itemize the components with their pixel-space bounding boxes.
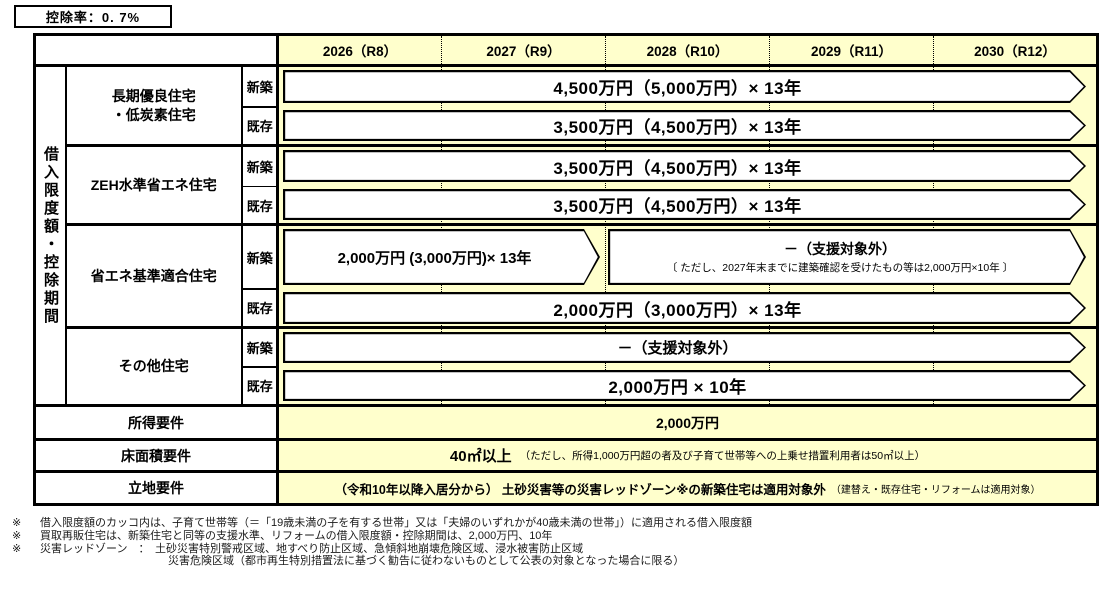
not-supported-label: －（支援対象外） [617,340,738,357]
footnote-marker [12,555,40,568]
group-divider [65,223,1096,226]
year-column-divider [441,36,442,404]
type-label: ZEH水準省エネ住宅 [90,176,217,193]
location-requirement-note: （建替え・既存住宅・リフォームは適用対象） [830,484,1041,496]
location-requirement-value: （令和10年以降入居分から） 土砂災害等の災害レッドゾーン※の新築住宅は適用対象… [334,482,826,497]
row-divider [241,366,278,368]
footnote-text: 災害危険区域（都市再生特別措置法に基づく勧告に従わないものとして公表の対象となっ… [168,555,685,568]
footnote-line: 災害危険区域（都市再生特別措置法に基づく勧告に従わないものとして公表の対象となっ… [12,555,1097,568]
floor-area-value: 40㎡以上 [449,448,512,465]
footnote-line: ※ 買取再販住宅は、新築住宅と同等の支援水準、リフォームの借入限度額・控除期間は… [12,530,1097,543]
footnote-text: 災害レッドゾーン ： 土砂災害特別警戒区域、地すべり防止区域、急傾斜地崩壊危険区… [40,542,584,555]
tag-cell-new: 新築 [246,159,273,175]
tag-cell-existing: 既存 [246,301,273,317]
year-header-2026: 2026（R8） [322,44,398,59]
loan-limit-value: 4,500万円（5,000万円）× 13年 [553,79,802,98]
type-cell-sonota: その他住宅 [67,329,242,404]
type-cell-zeh: ZEH水準省エネ住宅 [67,147,242,223]
header-body-divider [36,64,1096,67]
row-divider [241,288,278,290]
year-column-divider [933,36,934,404]
loan-limit-value: 3,500万円（4,500万円）× 13年 [553,197,802,216]
deduction-rate-label: 控除率：0. 7% [45,10,141,25]
type-label: 省エネ基準適合住宅 [90,267,217,284]
value-arrow-shoene-new-2028-2030: －（支援対象外） 〔 ただし、2027年末までに建築確認を受けたもの等は2,00… [608,229,1086,285]
requirement-value-income: 2,000万円 [279,407,1096,438]
requirement-label-income: 所得要件 [36,407,276,438]
header-empty-cell [36,36,276,64]
type-label-line1: 長期優良住宅 [111,88,196,105]
group-divider [65,144,1096,147]
footnote-marker: ※ [12,542,22,555]
footnotes: ※ 借入限度額のカッコ内は、子育て世帯等（＝「19歳未満の子を有する世帯」又は「… [12,517,1097,568]
label-data-divider [276,36,279,503]
income-requirement-value: 2,000万円 [655,414,720,431]
footnote-line: ※ 災害レッドゾーン ： 土砂災害特別警戒区域、地すべり防止区域、急傾斜地崩壊危… [12,543,1097,556]
year-header-2027: 2027（R9） [486,44,561,59]
tag-cell-new: 新築 [246,80,273,95]
floor-area-note: （ただし、所得1,000万円超の者及び子育て世帯等への上乗せ措置利用者は50㎡以… [519,450,926,462]
type-cell-shoene-kijun: 省エネ基準適合住宅 [67,226,242,326]
year-header-2030: 2030（R12） [974,44,1056,59]
tag-cell-existing: 既存 [246,119,273,135]
requirement-label-location: 立地要件 [36,473,276,503]
type-label-line2: ・低炭素住宅 [111,106,196,123]
footnote-marker: ※ [12,529,22,542]
type-label: その他住宅 [118,358,189,375]
axis-column-divider [65,67,67,404]
requirement-label-floor-area: 床面積要件 [36,441,276,470]
loan-limit-value: 2,000万円 × 10年 [608,378,747,397]
axis-label-borrowing-limit: 借入限度額・控除期間 [42,145,59,326]
value-arrow-sonota-existing: 2,000万円 × 10年 [283,370,1086,401]
tag-cell-existing: 既存 [246,198,273,214]
row-divider [241,106,278,108]
year-header-2028: 2028（R10） [646,44,729,59]
loan-limit-value: 2,000万円 (3,000万円)× 13年 [337,249,532,267]
value-arrow-shoene-new-2026-2027: 2,000万円 (3,000万円)× 13年 [283,229,600,285]
requirement-row-divider [36,470,1096,473]
tag-cell-new: 新築 [246,341,273,356]
loan-limit-value: 2,000万円（3,000万円）× 13年 [553,300,802,320]
requirement-value-location: （令和10年以降入居分から） 土砂災害等の災害レッドゾーン※の新築住宅は適用対象… [279,473,1096,503]
value-arrow-sonota-new: －（支援対象外） [283,332,1086,363]
loan-limit-value: 3,500万円（4,500万円）× 13年 [553,118,802,137]
year-column-divider [769,36,770,404]
not-supported-note: 〔 ただし、2027年末までに建築確認を受けたもの等は2,000万円×10年 〕 [666,262,1014,274]
value-arrow-shoene-existing: 2,000万円（3,000万円）× 13年 [283,292,1086,324]
value-arrow-zeh-existing: 3,500万円（4,500万円）× 13年 [283,189,1086,220]
body-requirements-divider [36,404,1096,407]
year-header-2029: 2029（R11） [810,44,893,59]
tag-cell-new: 新築 [246,250,273,266]
loan-limit-value: 3,500万円（4,500万円）× 13年 [553,158,802,178]
not-supported-label: －（支援対象外） [784,241,896,257]
requirement-row-divider [36,438,1096,441]
tag-cell-existing: 既存 [246,379,273,395]
type-cell-chouki-yuryo: 長期優良住宅 ・低炭素住宅 [67,67,242,144]
footnote-text: 買取再販住宅は、新築住宅と同等の支援水準、リフォームの借入限度額・控除期間は、2… [40,529,553,542]
footnote-line: ※ 借入限度額のカッコ内は、子育て世帯等（＝「19歳未満の子を有する世帯」又は「… [12,517,1097,530]
deduction-rate-box: 控除率：0. 7% [14,5,172,28]
row-divider [241,185,278,187]
loan-deduction-table: 2026（R8） 2027（R9） 2028（R10） 2029（R11） 20… [33,33,1099,506]
group-divider [65,326,1096,329]
value-arrow-zeh-new: 3,500万円（4,500万円）× 13年 [283,150,1086,182]
value-arrow-chouki-existing: 3,500万円（4,500万円）× 13年 [283,110,1086,141]
year-column-divider [605,36,606,404]
type-tag-column-divider [241,67,243,404]
footnote-marker: ※ [12,517,22,529]
footnote-text: 借入限度額のカッコ内は、子育て世帯等（＝「19歳未満の子を有する世帯」又は「夫婦… [40,517,752,529]
value-arrow-chouki-new: 4,500万円（5,000万円）× 13年 [283,70,1086,103]
requirement-value-floor-area: 40㎡以上 （ただし、所得1,000万円超の者及び子育て世帯等への上乗せ措置利用… [279,441,1096,470]
